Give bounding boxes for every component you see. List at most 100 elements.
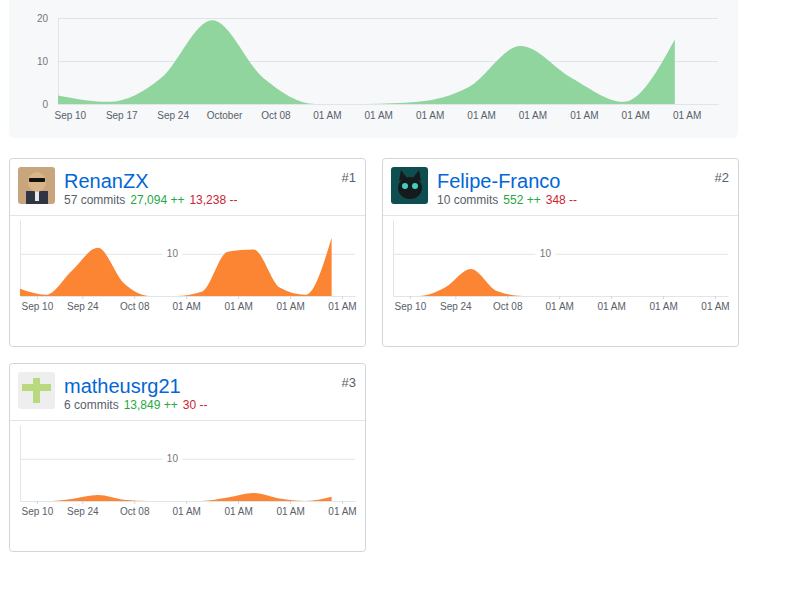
x-tick: Sep 10: [54, 104, 86, 121]
x-tick: Sep 10: [22, 501, 54, 517]
x-tick-label: Oct 08: [120, 301, 150, 312]
contributor-name[interactable]: matheusrg21: [64, 375, 181, 397]
additions: 13,849 ++: [124, 398, 178, 412]
y-tick: 10: [37, 56, 718, 67]
x-tick-label: Sep 24: [440, 301, 472, 312]
rank: #3: [342, 375, 356, 390]
y-tick: 10: [393, 248, 728, 260]
deletions: 348 --: [546, 193, 577, 207]
x-tick-label: 01 AM: [328, 301, 356, 312]
commit-count: 57 commits: [64, 193, 125, 207]
y-tick-label: 10: [167, 248, 179, 259]
x-tick-mark: [455, 296, 456, 299]
x-tick-mark: [186, 501, 187, 504]
x-tick-mark: [715, 296, 716, 299]
x-tick: 01 AM: [313, 104, 341, 121]
y-tick-label: 20: [37, 13, 49, 24]
commit-stats: 6 commits 13,849 ++ 30 --: [64, 398, 207, 412]
x-tick-label: 01 AM: [224, 301, 252, 312]
x-tick-label: Sep 24: [67, 506, 99, 517]
x-tick-label: 01 AM: [519, 110, 547, 121]
x-tick-label: 01 AM: [328, 506, 356, 517]
x-tick: 01 AM: [328, 296, 356, 312]
contributor-name[interactable]: RenanZX: [64, 170, 149, 192]
x-tick: 01 AM: [597, 296, 625, 312]
marks: [20, 238, 332, 296]
x-tick-label: Sep 10: [395, 301, 427, 312]
x-tick: Sep 24: [157, 104, 189, 121]
x-tick-label: Oct 08: [261, 110, 291, 121]
grid-line: [393, 254, 728, 255]
page: 0 10 20 Sep 10 Sep 17 Sep 24 October Oct 08 01 A…: [0, 0, 804, 589]
y-axis-line: [20, 221, 21, 297]
card-divider: [10, 420, 365, 421]
x-tick-label: 01 AM: [224, 506, 252, 517]
x-tick-label: 01 AM: [313, 110, 341, 121]
y-tick-label: 0: [42, 99, 48, 110]
x-tick-label: Oct 08: [493, 301, 523, 312]
avatar: [18, 167, 55, 204]
x-tick-mark: [290, 501, 291, 504]
x-tick: Sep 10: [395, 296, 427, 312]
marks: [58, 20, 675, 104]
card-frame: [10, 364, 366, 552]
x-tick-label: Sep 17: [106, 110, 138, 121]
label-backdrop: [162, 453, 182, 465]
grid-line: [58, 61, 718, 62]
x-tick-label: 01 AM: [570, 110, 598, 121]
x-tick: Sep 24: [440, 296, 472, 312]
y-axis: 0 10 20: [37, 13, 718, 110]
deletions: 30 --: [183, 398, 208, 412]
x-tick: Oct 08: [120, 296, 150, 312]
area: [20, 493, 332, 501]
x-axis: Sep 10 Sep 24 Oct 08 01 AM 01 AM 01 AM 01 AM: [21, 501, 357, 517]
x-tick-label: 01 AM: [416, 110, 444, 121]
x-tick-label: 01 AM: [173, 506, 201, 517]
x-tick: October: [207, 104, 243, 121]
grid-line: [58, 18, 718, 19]
y-axis: 10: [393, 221, 728, 297]
x-tick: 01 AM: [673, 104, 701, 121]
x-axis: Sep 10 Sep 17 Sep 24 October Oct 08 01 AM 01 A…: [54, 104, 718, 121]
x-tick: Oct 08: [261, 104, 291, 121]
x-tick-label: October: [207, 110, 243, 121]
commit-stats: 10 commits552 ++348 --: [437, 193, 577, 207]
x-tick-mark: [134, 296, 135, 299]
commit-count: 6 commits: [64, 398, 119, 412]
x-tick-mark: [134, 501, 135, 504]
contributor-name[interactable]: Felipe-Franco: [437, 170, 560, 192]
x-tick: 01 AM: [276, 501, 304, 517]
x-tick: 01 AM: [701, 296, 729, 312]
x-tick-mark: [559, 296, 560, 299]
contributor-card: matheusrg216 commits 13,849 ++ 30 -- #3: [10, 364, 366, 552]
x-tick: 01 AM: [622, 104, 650, 121]
x-tick-label: 01 AM: [276, 301, 304, 312]
contributor-card: Felipe-Franco10 commits552 ++348 -- #2: [383, 159, 739, 347]
rank: #2: [715, 170, 729, 185]
x-tick-label: Sep 10: [22, 506, 54, 517]
x-tick-mark: [611, 296, 612, 299]
avatar: [391, 167, 428, 204]
x-tick-label: 01 AM: [701, 301, 729, 312]
x-tick-label: Sep 24: [67, 301, 99, 312]
y-axis-line: [393, 221, 394, 297]
x-tick-label: 01 AM: [365, 110, 393, 121]
x-tick-label: 01 AM: [173, 301, 201, 312]
x-tick: 01 AM: [416, 104, 444, 121]
x-tick: Oct 08: [120, 501, 150, 517]
x-tick-mark: [663, 296, 664, 299]
x-tick-mark: [82, 296, 83, 299]
plot: 10 Sep 10 Sep 24 Oct 08 01 AM 01 AM 01 AM 01 AM: [20, 221, 357, 313]
x-tick-label: Sep 10: [22, 301, 54, 312]
x-tick-label: 01 AM: [597, 301, 625, 312]
x-tick-label: 01 AM: [467, 110, 495, 121]
card-frame: [383, 159, 739, 347]
x-axis-line: [21, 296, 356, 297]
x-tick: 01 AM: [546, 296, 574, 312]
x-tick-mark: [186, 296, 187, 299]
x-tick: 01 AM: [570, 104, 598, 121]
y-tick-label: 10: [540, 248, 552, 259]
x-tick: Sep 24: [67, 501, 99, 517]
x-axis-line: [21, 501, 356, 502]
y-axis: 10: [20, 426, 355, 502]
